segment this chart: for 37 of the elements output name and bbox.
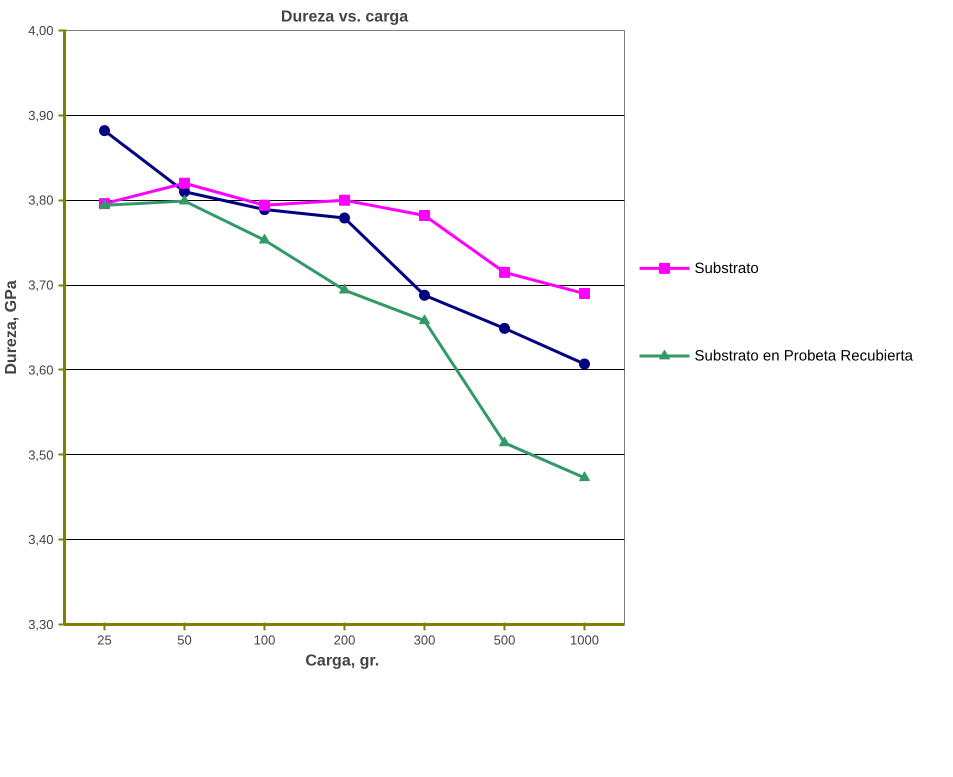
point xyxy=(339,194,350,206)
point xyxy=(579,288,590,300)
point xyxy=(579,358,590,370)
y-tick-label: 3,90 xyxy=(28,108,54,123)
y-tick-label: 4,00 xyxy=(28,23,54,38)
x-tick-label: 100 xyxy=(254,632,276,648)
y-tick-label: 3,40 xyxy=(28,532,54,548)
chart-title: Dureza vs. carga xyxy=(280,8,408,26)
point xyxy=(339,212,350,224)
point xyxy=(499,436,510,446)
legend-label: Substrato xyxy=(694,260,759,277)
x-tick-label: 25 xyxy=(97,632,112,648)
x-tick-label: 500 xyxy=(494,632,516,648)
point xyxy=(259,234,270,244)
x-tick-label: 300 xyxy=(414,632,436,648)
y-tick-label: 3,80 xyxy=(28,192,54,208)
y-axis-title: Dureza, GPa xyxy=(3,280,20,375)
legend-label: Substrato en Probeta Recubierta xyxy=(694,348,914,365)
point xyxy=(499,322,510,334)
point xyxy=(179,194,190,204)
x-axis-title: Carga, gr. xyxy=(305,652,380,670)
x-tick-label: 1000 xyxy=(570,632,599,648)
y-tick-label: 3,70 xyxy=(28,278,54,293)
point xyxy=(499,266,510,278)
point xyxy=(259,200,270,211)
point xyxy=(579,471,590,482)
point xyxy=(339,284,350,294)
point xyxy=(99,125,110,136)
x-tick-label: 50 xyxy=(177,632,192,648)
y-tick-label: 3,50 xyxy=(28,447,54,462)
x-tick-label: 200 xyxy=(334,632,356,648)
point xyxy=(179,178,190,189)
point xyxy=(419,210,430,221)
point xyxy=(419,290,430,301)
y-tick-label: 3,30 xyxy=(28,617,54,632)
y-tick-label: 3,60 xyxy=(28,362,54,378)
point xyxy=(419,314,430,324)
